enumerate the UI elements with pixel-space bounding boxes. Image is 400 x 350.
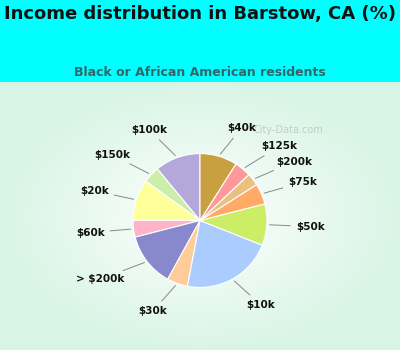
Text: $50k: $50k (270, 222, 325, 232)
Wedge shape (133, 181, 200, 220)
Text: $125k: $125k (245, 141, 297, 167)
Text: $150k: $150k (94, 150, 149, 173)
Text: $200k: $200k (256, 156, 312, 179)
Text: $10k: $10k (234, 281, 275, 310)
Wedge shape (200, 185, 265, 220)
Wedge shape (133, 220, 200, 237)
Wedge shape (200, 204, 267, 245)
Text: $40k: $40k (220, 123, 256, 154)
Wedge shape (200, 175, 256, 220)
Wedge shape (168, 220, 200, 286)
Text: Income distribution in Barstow, CA (%): Income distribution in Barstow, CA (%) (4, 5, 396, 23)
Wedge shape (146, 169, 200, 220)
Wedge shape (200, 164, 249, 220)
Text: $60k: $60k (76, 228, 131, 238)
Text: $100k: $100k (132, 125, 175, 155)
Wedge shape (157, 154, 200, 220)
Wedge shape (200, 154, 236, 220)
Text: $75k: $75k (264, 177, 317, 193)
Text: $30k: $30k (139, 286, 176, 316)
Wedge shape (188, 220, 262, 287)
Wedge shape (135, 220, 200, 279)
Text: > $200k: > $200k (76, 262, 144, 285)
Text: City-Data.com: City-Data.com (253, 125, 323, 135)
Text: $20k: $20k (80, 186, 134, 199)
Text: Black or African American residents: Black or African American residents (74, 66, 326, 79)
